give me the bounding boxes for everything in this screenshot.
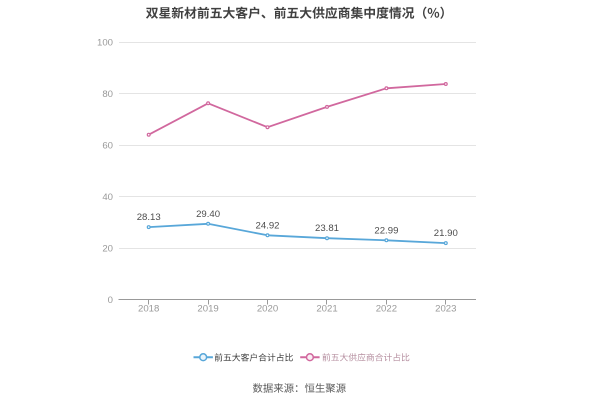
svg-text:23.81: 23.81 — [315, 223, 339, 234]
svg-text:60: 60 — [102, 141, 113, 152]
svg-text:24.92: 24.92 — [255, 220, 279, 231]
svg-text:2022: 2022 — [376, 303, 397, 314]
svg-text:28.13: 28.13 — [137, 212, 161, 223]
svg-text:40: 40 — [102, 192, 113, 203]
svg-text:2020: 2020 — [257, 303, 278, 314]
svg-text:21.90: 21.90 — [434, 228, 458, 239]
svg-text:2018: 2018 — [138, 303, 159, 314]
svg-text:22.99: 22.99 — [374, 225, 398, 236]
svg-text:20: 20 — [102, 244, 113, 255]
svg-text:29.40: 29.40 — [196, 209, 220, 220]
svg-text:2019: 2019 — [197, 303, 218, 314]
svg-text:0: 0 — [108, 295, 113, 306]
svg-text:2021: 2021 — [316, 303, 337, 314]
svg-text:100: 100 — [97, 38, 113, 49]
svg-text:80: 80 — [102, 89, 113, 100]
svg-text:2023: 2023 — [435, 303, 456, 314]
